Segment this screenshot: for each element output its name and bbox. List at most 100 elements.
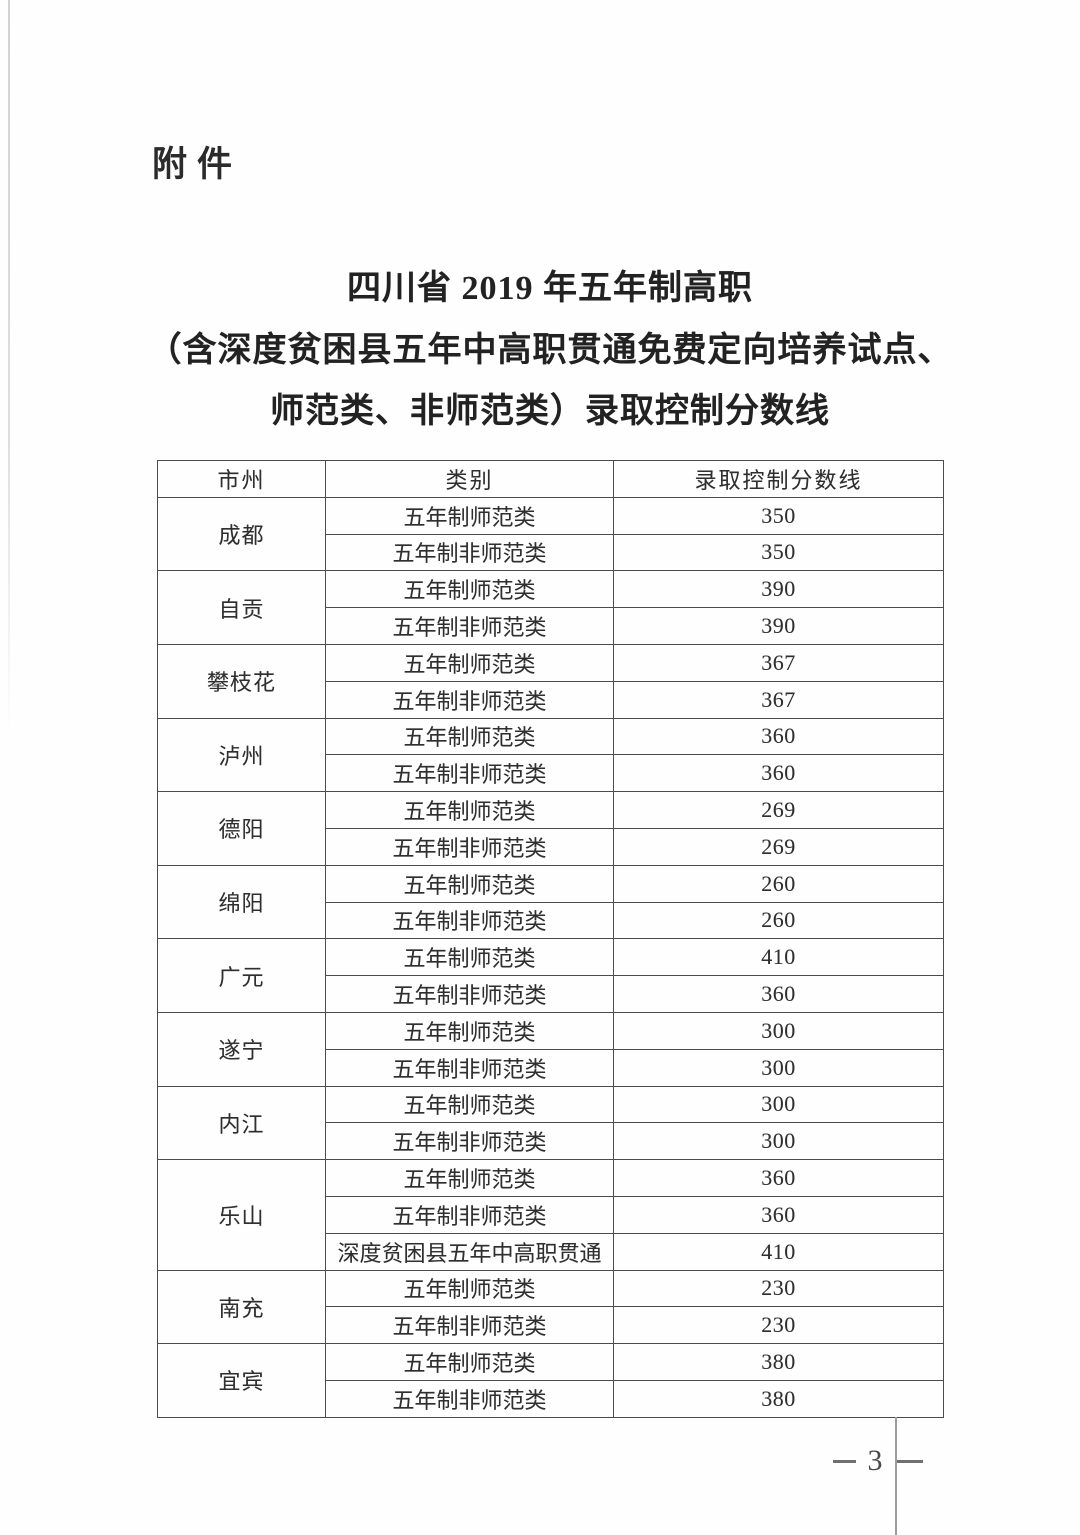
- category-cell: 五年制非师范类: [325, 1379, 614, 1418]
- city-cell: 宜宾: [157, 1343, 326, 1418]
- category-cell: 五年制师范类: [325, 791, 614, 829]
- score-cell: 269: [613, 791, 944, 829]
- category-cell: 五年制师范类: [325, 1085, 614, 1124]
- category-cell: 五年制师范类: [325, 938, 614, 977]
- category-cell: 五年制师范类: [325, 864, 614, 903]
- scan-edge-line: [8, 0, 10, 740]
- score-cell: 300: [613, 1085, 944, 1124]
- city-cell: 泸州: [157, 717, 326, 793]
- score-table: 市州 类别 录取控制分数线 成都 五年制师范类 350 五年制非师范类 350 自贡 五年制…: [157, 460, 944, 1418]
- category-cell: 五年制非师范类: [325, 1048, 614, 1087]
- score-cell: 360: [613, 717, 944, 756]
- table-row: 泸州 五年制师范类 360: [157, 717, 944, 793]
- table-row: 内江 五年制师范类 300: [157, 1085, 944, 1161]
- table-row: 成都 五年制师范类 350: [157, 496, 944, 572]
- score-cell: 269: [613, 827, 944, 866]
- category-cell: 五年制师范类: [325, 1011, 614, 1050]
- table-row: 五年制非师范类 360: [158, 754, 944, 793]
- table-row: 遂宁 五年制师范类 300: [157, 1011, 944, 1087]
- category-cell: 五年制师范类: [325, 1159, 614, 1197]
- city-cell: 遂宁: [157, 1011, 326, 1087]
- table-row: 五年制非师范类 380: [158, 1379, 944, 1418]
- score-cell: 350: [613, 533, 944, 572]
- score-cell: 230: [613, 1306, 944, 1345]
- table-row: 德阳 五年制师范类 269: [157, 791, 944, 866]
- table-row: 五年制非师范类 360: [158, 975, 944, 1013]
- table-row: 攀枝花 五年制师范类 367: [157, 643, 944, 719]
- category-cell: 五年制非师范类: [325, 975, 614, 1013]
- footer-right-dash: [896, 1460, 923, 1463]
- category-cell: 五年制非师范类: [325, 533, 614, 572]
- table-row: 宜宾 五年制师范类 380: [157, 1343, 944, 1418]
- category-cell: 五年制非师范类: [325, 754, 614, 793]
- fold-mark-line: [895, 1417, 897, 1535]
- footer-left-dash: [833, 1460, 856, 1463]
- score-cell: 367: [613, 680, 944, 719]
- category-cell: 五年制非师范类: [325, 827, 614, 866]
- category-cell: 深度贫困县五年中高职贯通: [325, 1232, 614, 1271]
- header-city: 市州: [157, 460, 326, 498]
- table-row: 五年制非师范类 350: [158, 533, 944, 572]
- category-cell: 五年制非师范类: [325, 1306, 614, 1345]
- city-cell: 自贡: [157, 570, 326, 645]
- score-cell: 360: [613, 975, 944, 1013]
- score-cell: 260: [613, 864, 944, 903]
- category-cell: 五年制非师范类: [325, 901, 614, 940]
- table-row: 五年制非师范类 300: [158, 1122, 944, 1161]
- score-cell: 230: [613, 1269, 944, 1308]
- category-cell: 五年制师范类: [325, 1343, 614, 1381]
- score-cell: 360: [613, 1195, 944, 1234]
- score-table-header: 市州 类别 录取控制分数线: [157, 460, 944, 498]
- city-cell: 绵阳: [157, 864, 326, 940]
- table-row: 广元 五年制师范类 410: [157, 938, 944, 1013]
- city-cell: 成都: [157, 496, 326, 572]
- score-cell: 300: [613, 1048, 944, 1087]
- table-row: 绵阳 五年制师范类 260: [157, 864, 944, 940]
- score-cell: 360: [613, 1159, 944, 1197]
- table-row: 南充 五年制师范类 230: [157, 1269, 944, 1345]
- category-cell: 五年制师范类: [325, 570, 614, 609]
- category-cell: 五年制非师范类: [325, 1122, 614, 1161]
- document-title: 四川省 2019 年五年制高职 （含深度贫困县五年中高职贯通免费定向培养试点、 …: [10, 258, 1080, 443]
- category-cell: 五年制师范类: [325, 1269, 614, 1308]
- score-cell: 410: [613, 1232, 944, 1271]
- title-line-1: 四川省 2019 年五年制高职: [347, 270, 753, 307]
- score-cell: 300: [613, 1122, 944, 1161]
- city-cell: 南充: [157, 1269, 326, 1345]
- table-row: 自贡 五年制师范类 390: [157, 570, 944, 645]
- category-cell: 五年制非师范类: [325, 607, 614, 645]
- score-cell: 380: [613, 1343, 944, 1381]
- city-cell: 内江: [157, 1085, 326, 1161]
- attachment-label: 附件: [152, 145, 243, 184]
- score-cell: 350: [613, 496, 944, 535]
- city-cell: 攀枝花: [157, 643, 326, 719]
- table-row: 五年制非师范类 300: [158, 1048, 944, 1087]
- category-cell: 五年制师范类: [325, 496, 614, 535]
- score-cell: 410: [613, 938, 944, 977]
- score-table-body: 成都 五年制师范类 350 五年制非师范类 350 自贡 五年制师范类 390 五年制非师范类 3…: [157, 496, 944, 1418]
- page-number: 3: [867, 1444, 883, 1477]
- table-row: 五年制非师范类 269: [158, 827, 944, 866]
- city-cell: 广元: [157, 938, 326, 1013]
- title-line-2: （含深度贫困县五年中高职贯通免费定向培养试点、: [147, 331, 953, 369]
- city-cell: 乐山: [157, 1159, 326, 1271]
- score-cell: 260: [613, 901, 944, 940]
- category-cell: 五年制非师范类: [325, 680, 614, 719]
- table-row: 五年制非师范类 390: [158, 607, 944, 645]
- category-cell: 五年制师范类: [325, 643, 614, 682]
- header-category: 类别: [325, 460, 614, 498]
- header-score-line: 录取控制分数线: [613, 460, 944, 498]
- score-cell: 390: [613, 570, 944, 609]
- table-row: 乐山 五年制师范类 360: [157, 1159, 944, 1271]
- score-cell: 380: [613, 1379, 944, 1418]
- table-row: 五年制非师范类 360: [158, 1195, 944, 1234]
- score-cell: 390: [613, 607, 944, 645]
- header-row: 市州 类别 录取控制分数线: [157, 460, 944, 498]
- score-cell: 360: [613, 754, 944, 793]
- city-cell: 德阳: [157, 791, 326, 866]
- score-cell: 300: [613, 1011, 944, 1050]
- category-cell: 五年制师范类: [325, 717, 614, 756]
- category-cell: 五年制非师范类: [325, 1195, 614, 1234]
- title-line-3: 师范类、非师范类）录取控制分数线: [270, 393, 830, 430]
